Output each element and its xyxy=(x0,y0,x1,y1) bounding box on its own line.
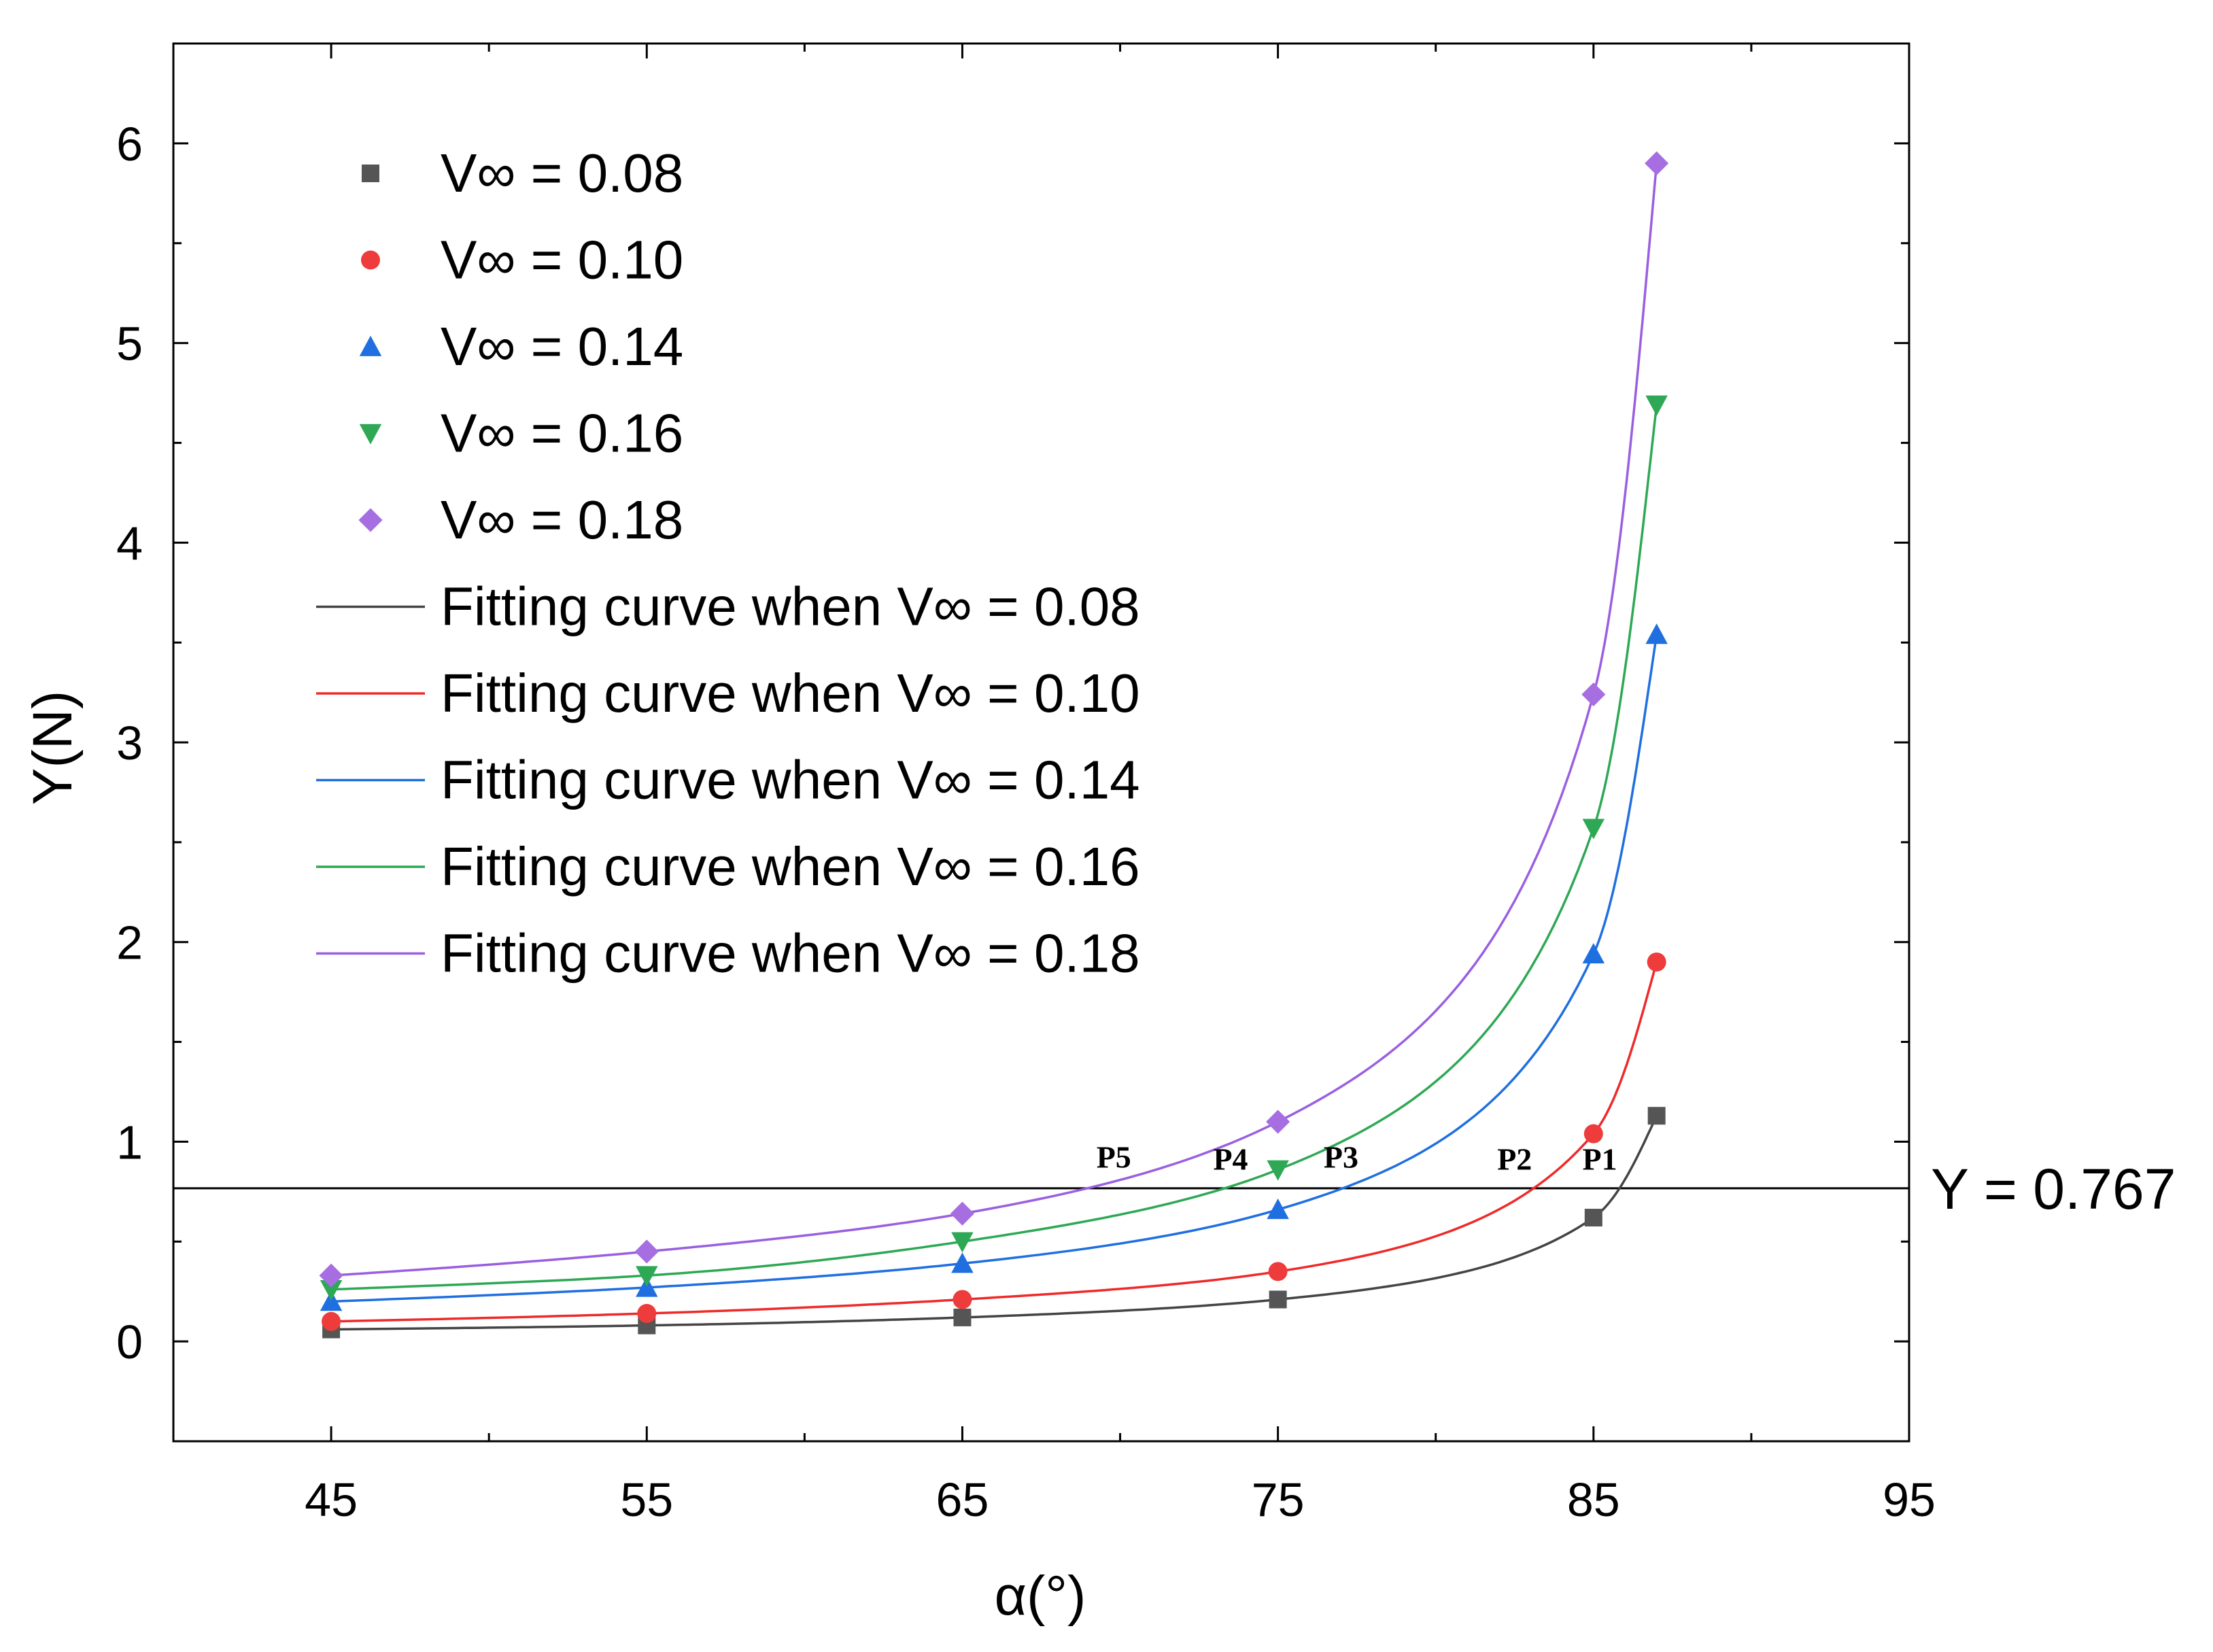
annotation-p2: P2 xyxy=(1497,1142,1532,1177)
legend-marker xyxy=(359,424,382,445)
data-point-s4 xyxy=(319,1263,343,1288)
data-point-s3 xyxy=(1582,819,1605,840)
legend-label: Fitting curve when V∞ = 0.18 xyxy=(441,923,1140,984)
data-point-s4 xyxy=(950,1201,975,1226)
x-tick-label: 75 xyxy=(1252,1473,1305,1526)
legend-marker xyxy=(362,165,379,182)
legend-label: V∞ = 0.08 xyxy=(441,143,683,203)
x-tick-label: 45 xyxy=(305,1473,358,1526)
data-point-s1 xyxy=(1268,1262,1288,1281)
data-point-s2 xyxy=(1267,1199,1289,1220)
y-axis-title: Y(N) xyxy=(22,691,84,806)
data-point-s2 xyxy=(951,1252,974,1273)
fitting-curve-0 xyxy=(331,1115,1658,1331)
legend-label: Fitting curve when V∞ = 0.16 xyxy=(441,836,1140,897)
axis-titles: α(°) Y(N) xyxy=(22,691,1086,1627)
x-tick-label: 95 xyxy=(1883,1473,1936,1526)
curves-layer xyxy=(330,163,1658,1331)
x-tick-label: 85 xyxy=(1567,1473,1620,1526)
y-tick-label: 1 xyxy=(116,1116,143,1169)
y-tick-label: 4 xyxy=(116,517,143,570)
annotation-p3: P3 xyxy=(1324,1140,1358,1175)
legend-label: V∞ = 0.16 xyxy=(441,403,683,464)
y-tick-label: 3 xyxy=(116,717,143,770)
legend-label: V∞ = 0.18 xyxy=(441,489,683,550)
data-point-s2 xyxy=(1645,623,1668,644)
data-point-s3 xyxy=(951,1232,974,1253)
annotations-layer: P5 P4 P3 P2 P1 xyxy=(1097,1140,1617,1177)
data-point-s4 xyxy=(1266,1109,1290,1134)
data-point-s3 xyxy=(636,1266,658,1287)
x-tick-label: 65 xyxy=(936,1473,989,1526)
data-point-s2 xyxy=(320,1290,343,1311)
x-tick-label: 55 xyxy=(620,1473,673,1526)
data-point-s0 xyxy=(1584,1209,1602,1227)
legend-label: V∞ = 0.14 xyxy=(441,316,683,377)
plot-frame-layer xyxy=(172,42,1910,1443)
annotation-p5: P5 xyxy=(1097,1140,1131,1175)
data-point-s3 xyxy=(320,1279,343,1301)
y-tick-label: 0 xyxy=(116,1315,143,1369)
data-point-s2 xyxy=(636,1276,658,1297)
y-tick-label: 6 xyxy=(116,118,143,171)
annotation-p4: P4 xyxy=(1213,1142,1248,1177)
data-point-s0 xyxy=(1269,1290,1287,1309)
y-tick-label: 2 xyxy=(116,916,143,969)
data-point-s0 xyxy=(1647,1107,1666,1125)
plot-frame xyxy=(172,42,1910,1443)
data-point-s1 xyxy=(1583,1124,1603,1143)
annotation-p1: P1 xyxy=(1583,1142,1617,1177)
data-point-s1 xyxy=(953,1290,972,1309)
data-point-s1 xyxy=(1647,952,1666,972)
reference-layer: Y = 0.767 xyxy=(173,1157,2176,1221)
data-point-s3 xyxy=(1267,1160,1289,1181)
fitting-curve-1 xyxy=(331,961,1658,1323)
legend-marker xyxy=(358,508,383,532)
data-point-s4 xyxy=(1581,682,1606,707)
data-point-s3 xyxy=(1645,395,1668,416)
legend-label: Fitting curve when V∞ = 0.10 xyxy=(441,663,1140,723)
legend-label: Fitting curve when V∞ = 0.08 xyxy=(441,577,1140,637)
data-point-s0 xyxy=(953,1308,972,1326)
legend-marker xyxy=(361,250,380,270)
fitting-curve-4 xyxy=(330,163,1658,1277)
data-point-s1 xyxy=(322,1311,341,1331)
legend-marker xyxy=(359,335,382,356)
markers-layer xyxy=(319,151,1669,1339)
data-point-s2 xyxy=(1582,943,1605,964)
legend-label: V∞ = 0.10 xyxy=(441,230,683,290)
reference-line-label: Y = 0.767 xyxy=(1931,1157,2176,1221)
fitting-curve-2 xyxy=(331,634,1658,1303)
legend: V∞ = 0.08 V∞ = 0.10 V∞ = 0.14 V∞ = 0.16 V∞ =… xyxy=(316,143,1140,984)
data-point-s1 xyxy=(637,1304,657,1324)
data-point-s4 xyxy=(634,1239,659,1264)
fitting-curve-3 xyxy=(331,405,1658,1291)
data-point-s4 xyxy=(1645,151,1669,175)
y-tick-label: 5 xyxy=(116,317,143,371)
x-axis-title: α(°) xyxy=(995,1565,1086,1627)
legend-label: Fitting curve when V∞ = 0.14 xyxy=(441,750,1140,810)
